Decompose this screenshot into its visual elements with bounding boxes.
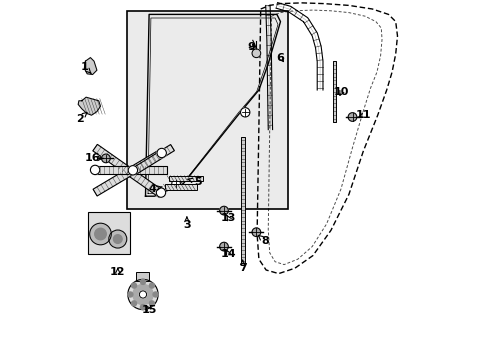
- Circle shape: [219, 242, 228, 251]
- Text: 10: 10: [333, 87, 348, 97]
- Circle shape: [153, 292, 158, 297]
- Text: 7: 7: [238, 260, 246, 273]
- Circle shape: [149, 301, 154, 306]
- Polygon shape: [95, 166, 167, 174]
- Text: 12: 12: [110, 267, 125, 277]
- Circle shape: [157, 148, 166, 158]
- Circle shape: [131, 301, 136, 306]
- Circle shape: [251, 228, 260, 237]
- Bar: [168, 176, 203, 181]
- Circle shape: [127, 279, 158, 310]
- Text: 9: 9: [247, 42, 255, 52]
- Bar: [136, 272, 149, 281]
- Polygon shape: [84, 58, 97, 75]
- Text: 15: 15: [141, 305, 157, 315]
- Text: 6: 6: [276, 53, 284, 63]
- Circle shape: [140, 305, 145, 310]
- Circle shape: [156, 188, 165, 197]
- Circle shape: [139, 291, 146, 298]
- Text: 5: 5: [187, 177, 201, 187]
- Circle shape: [219, 206, 228, 215]
- Text: 2: 2: [76, 112, 87, 124]
- Polygon shape: [133, 144, 174, 174]
- Circle shape: [131, 283, 136, 288]
- Polygon shape: [93, 144, 163, 198]
- Polygon shape: [332, 61, 336, 122]
- Text: 4: 4: [148, 184, 162, 194]
- Circle shape: [128, 166, 137, 175]
- Circle shape: [240, 108, 249, 117]
- Circle shape: [171, 179, 180, 188]
- Text: 13: 13: [220, 213, 236, 223]
- Text: 16: 16: [84, 153, 103, 163]
- Bar: [127, 11, 287, 209]
- Text: 3: 3: [183, 217, 190, 230]
- Circle shape: [102, 154, 110, 163]
- Circle shape: [108, 230, 126, 248]
- Circle shape: [251, 49, 260, 58]
- Circle shape: [133, 284, 153, 305]
- Circle shape: [90, 165, 100, 175]
- Circle shape: [347, 113, 356, 121]
- Circle shape: [113, 235, 122, 243]
- Circle shape: [127, 292, 133, 297]
- Polygon shape: [240, 137, 244, 265]
- Polygon shape: [93, 150, 163, 196]
- Circle shape: [95, 228, 106, 240]
- Circle shape: [140, 279, 145, 284]
- Circle shape: [89, 223, 111, 245]
- Bar: [88, 212, 130, 254]
- Bar: [165, 184, 197, 190]
- Polygon shape: [78, 97, 101, 115]
- Text: 14: 14: [220, 249, 236, 259]
- Text: 1: 1: [80, 62, 91, 73]
- Text: 8: 8: [258, 235, 269, 246]
- Text: 11: 11: [355, 110, 370, 120]
- Circle shape: [149, 283, 154, 288]
